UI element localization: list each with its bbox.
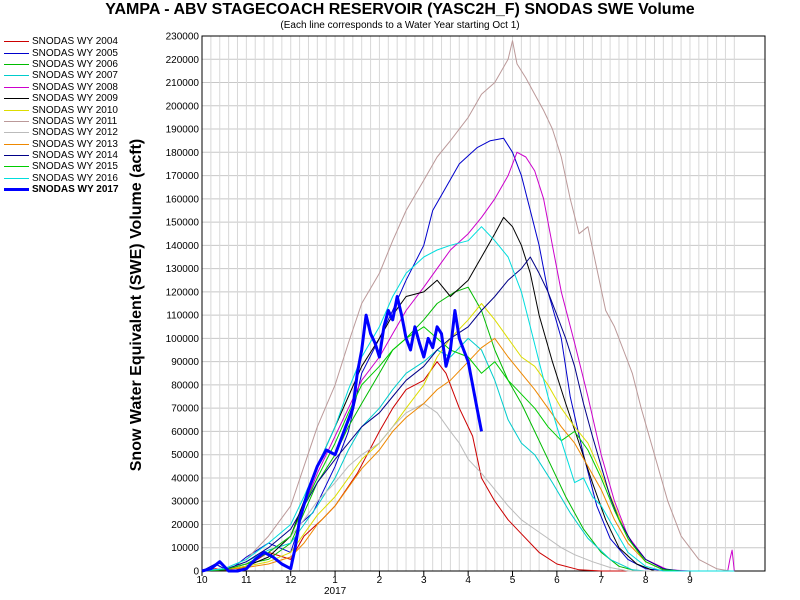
x-tick-label: 10	[196, 575, 208, 586]
legend-item: SNODAS WY 2006	[4, 59, 119, 70]
legend-swatch	[4, 63, 29, 65]
legend-swatch	[4, 120, 29, 122]
legend-item: SNODAS WY 2014	[4, 150, 119, 161]
y-tick-label: 40000	[171, 473, 199, 484]
x-tick-label: 12	[285, 575, 297, 586]
x-tick-label: 5	[510, 575, 516, 586]
grid	[201, 35, 765, 572]
legend-label: SNODAS WY 2007	[32, 70, 118, 82]
series-line-0	[201, 361, 735, 572]
y-tick-label: 220000	[166, 55, 200, 66]
y-tick-label: 230000	[166, 32, 200, 43]
y-tick-label: 80000	[171, 380, 199, 391]
y-tick-label: 190000	[166, 125, 200, 136]
y-tick-label: 140000	[166, 241, 200, 252]
series-line-8	[201, 403, 735, 572]
legend-label: SNODAS WY 2013	[32, 138, 118, 150]
y-tick-label: 50000	[171, 450, 199, 461]
legend-item: SNODAS WY 2015	[4, 161, 119, 172]
legend-label: SNODAS WY 2010	[32, 104, 118, 116]
chart-title: YAMPA - ABV STAGECOACH RESERVOIR (YASC2H…	[105, 1, 695, 18]
legend-label: SNODAS WY 2005	[32, 47, 118, 59]
legend-item: SNODAS WY 2008	[4, 82, 119, 93]
x-tick-label: 3	[421, 575, 427, 586]
legend-item: SNODAS WY 2005	[4, 47, 119, 59]
y-tick-label: 30000	[171, 497, 199, 508]
legend-item: SNODAS WY 2007	[4, 70, 119, 81]
legend-label: SNODAS WY 2006	[32, 58, 118, 70]
legend-swatch	[4, 166, 29, 168]
y-tick-label: 60000	[171, 427, 199, 438]
legend-swatch	[4, 41, 29, 43]
y-tick-label: 200000	[166, 101, 200, 112]
series-line-13	[201, 295, 483, 573]
legend-label: SNODAS WY 2012	[32, 127, 118, 139]
legend-label: SNODAS WY 2011	[32, 115, 118, 127]
legend-swatch	[4, 75, 29, 77]
y-tick-label: 90000	[171, 357, 199, 368]
legend-item: SNODAS WY 2016	[4, 173, 119, 184]
legend-label: SNODAS WY 2014	[32, 150, 118, 162]
x-tick-label: 9	[687, 575, 693, 586]
legend-label: SNODAS WY 2017	[32, 184, 119, 196]
legend-swatch	[4, 177, 29, 179]
legend-label: SNODAS WY 2009	[32, 93, 118, 105]
y-tick-label: 160000	[166, 194, 200, 205]
x-tick-label: 1	[332, 575, 338, 586]
x-tick-label: 7	[598, 575, 604, 586]
y-tick-label: 110000	[166, 311, 199, 322]
legend: SNODAS WY 2004 SNODAS WY 2005 SNODAS WY 20…	[4, 36, 119, 195]
legend-label: SNODAS WY 2008	[32, 81, 118, 93]
legend-swatch	[4, 143, 29, 145]
legend-label: SNODAS WY 2016	[32, 172, 118, 184]
y-tick-label: 10000	[171, 543, 199, 554]
y-tick-label: 0	[193, 567, 199, 578]
y-tick-label: 180000	[166, 148, 200, 159]
chart-subtitle: (Each line corresponds to a Water Year s…	[280, 20, 520, 31]
y-tick-label: 150000	[166, 218, 200, 229]
series-line-11	[201, 326, 735, 572]
legend-item: SNODAS WY 2017	[4, 184, 119, 195]
x-sub-label: 2017	[324, 586, 347, 597]
series-line-7	[201, 40, 735, 572]
legend-swatch	[4, 52, 29, 54]
x-tick-label: 8	[643, 575, 649, 586]
legend-label: SNODAS WY 2004	[32, 36, 118, 48]
y-tick-label: 70000	[171, 404, 199, 415]
legend-swatch	[4, 188, 29, 192]
legend-swatch	[4, 98, 29, 100]
legend-item: SNODAS WY 2011	[4, 116, 119, 127]
x-tick-label: 2	[377, 575, 383, 586]
plot-frame	[201, 35, 766, 572]
legend-item: SNODAS WY 2004	[4, 36, 119, 47]
legend-item: SNODAS WY 2012	[4, 127, 119, 138]
legend-swatch	[4, 155, 29, 157]
legend-swatch	[4, 86, 29, 88]
y-tick-label: 130000	[166, 264, 200, 275]
x-tick-label: 11	[241, 575, 252, 586]
y-tick-label: 100000	[166, 334, 200, 345]
series-line-10	[201, 256, 735, 572]
y-tick-label: 170000	[166, 171, 200, 182]
y-tick-label: 20000	[171, 520, 199, 531]
x-tick-label: 4	[465, 575, 471, 586]
legend-item: SNODAS WY 2009	[4, 93, 119, 104]
y-tick-label: 210000	[166, 78, 200, 89]
legend-item: SNODAS WY 2010	[4, 104, 119, 116]
legend-item: SNODAS WY 2013	[4, 139, 119, 150]
x-tick-label: 6	[554, 575, 560, 586]
legend-swatch	[4, 109, 29, 111]
legend-label: SNODAS WY 2015	[32, 161, 118, 173]
legend-swatch	[4, 132, 29, 134]
y-tick-label: 120000	[166, 287, 200, 298]
